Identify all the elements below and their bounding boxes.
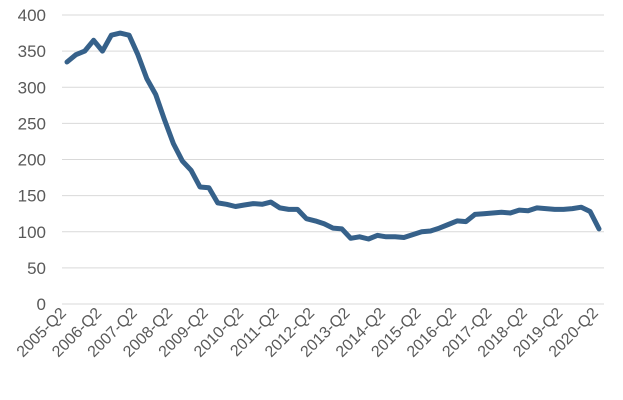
series-line-0 bbox=[64, 30, 602, 242]
y-tick-label: 0 bbox=[37, 295, 46, 314]
y-axis-tick-labels: 0 50 100 150 200 250 300 350 400 bbox=[18, 6, 46, 314]
y-tick-label: 350 bbox=[18, 42, 46, 61]
y-tick-label: 100 bbox=[18, 223, 46, 242]
y-tick-label: 300 bbox=[18, 78, 46, 97]
series-layer bbox=[64, 30, 602, 242]
y-tick-label: 250 bbox=[18, 114, 46, 133]
x-axis-tick-labels: 2005-Q22006-Q22007-Q22008-Q22009-Q22010-… bbox=[14, 305, 602, 361]
y-tick-label: 150 bbox=[18, 187, 46, 206]
y-tick-label: 50 bbox=[27, 259, 46, 278]
y-tick-label: 400 bbox=[18, 6, 46, 25]
gridlines bbox=[62, 14, 604, 305]
y-tick-label: 200 bbox=[18, 151, 46, 170]
